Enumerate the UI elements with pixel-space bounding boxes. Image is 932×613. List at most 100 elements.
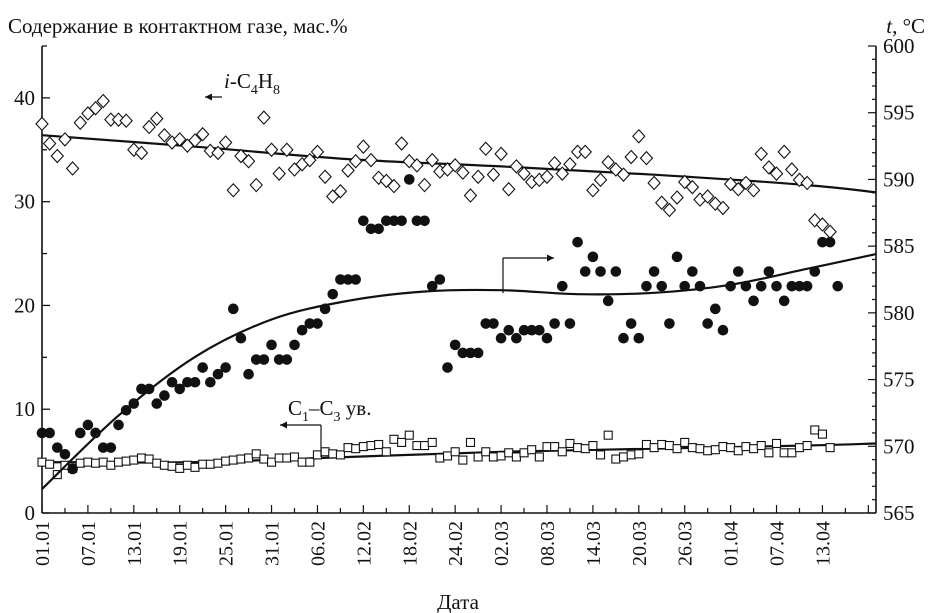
- data-point-square: [442, 451, 453, 461]
- data-point-circle: [503, 324, 515, 336]
- data-point-square: [787, 448, 797, 458]
- legend-label-c1c3: C1–C3 ув.: [288, 396, 371, 425]
- data-point-circle: [602, 295, 614, 307]
- data-point-square: [511, 452, 521, 462]
- data-point-circle: [579, 266, 591, 277]
- data-point-diamond: [509, 159, 524, 174]
- data-point-square: [45, 459, 55, 469]
- data-point-circle: [136, 383, 147, 395]
- data-point-square: [404, 430, 414, 440]
- data-point-square: [366, 440, 376, 451]
- data-point-diamond: [785, 162, 799, 177]
- data-point-square: [649, 443, 659, 453]
- data-point-diamond: [65, 161, 80, 176]
- data-point-square: [251, 449, 261, 459]
- data-point-circle: [159, 390, 170, 401]
- data-point-square: [626, 450, 636, 460]
- data-point-square: [573, 443, 583, 453]
- data-point-circle: [97, 442, 109, 453]
- data-point-circle: [419, 215, 430, 227]
- data-point-circle: [105, 442, 117, 453]
- data-point-circle: [610, 266, 622, 277]
- data-point-square: [205, 459, 215, 469]
- data-point-square: [550, 442, 560, 452]
- data-point-circle: [166, 376, 178, 388]
- data-point-diamond: [394, 136, 409, 151]
- data-point-diamond: [616, 167, 631, 182]
- data-point-square: [481, 447, 491, 457]
- data-point-diamond: [746, 182, 761, 198]
- data-point-square: [596, 450, 606, 460]
- data-point-diamond: [808, 213, 822, 228]
- data-point-square: [259, 454, 269, 464]
- data-point-square: [542, 442, 552, 452]
- data-point-square: [83, 457, 93, 467]
- data-point-diamond: [318, 169, 332, 185]
- data-point-circle: [656, 280, 668, 292]
- data-point-square: [136, 453, 147, 463]
- data-point-circle: [289, 339, 300, 351]
- y-left-tick-label: 20: [14, 293, 35, 317]
- data-point-circle: [205, 376, 216, 388]
- data-point-circle: [403, 174, 415, 185]
- data-point-circle: [327, 288, 339, 300]
- data-point-circle: [434, 274, 446, 285]
- data-point-square: [274, 453, 284, 463]
- data-point-square: [504, 448, 514, 458]
- data-point-circle: [243, 368, 254, 380]
- data-point-square: [389, 434, 399, 444]
- data-point-circle: [281, 354, 293, 365]
- data-point-diamond: [555, 166, 570, 181]
- data-point-diamond: [601, 154, 615, 170]
- data-point-square: [611, 454, 621, 464]
- data-point-circle: [717, 324, 729, 336]
- data-point-circle: [549, 318, 560, 329]
- data-point-square: [771, 438, 782, 449]
- data-point-diamond: [272, 166, 286, 181]
- data-point-diamond: [593, 172, 608, 188]
- data-point-diamond: [387, 178, 401, 194]
- data-point-circle: [710, 303, 721, 315]
- data-point-square: [221, 456, 231, 466]
- data-point-circle: [495, 332, 507, 344]
- data-point-diamond: [218, 135, 233, 150]
- data-point-square: [710, 445, 720, 455]
- data-point-diamond: [769, 166, 784, 181]
- data-point-diamond: [42, 136, 57, 151]
- data-point-square: [756, 440, 766, 451]
- data-point-square: [228, 455, 238, 465]
- data-point-square: [733, 446, 743, 456]
- data-point-diamond: [341, 163, 355, 178]
- data-point-diamond: [677, 174, 692, 190]
- data-point-square: [266, 457, 277, 467]
- data-point-circle: [572, 236, 583, 248]
- data-point-diamond: [624, 149, 638, 165]
- data-point-circle: [518, 324, 530, 336]
- data-point-circle: [90, 427, 101, 439]
- data-point-diamond: [739, 175, 753, 191]
- data-point-circle: [220, 362, 231, 373]
- data-point-circle: [465, 347, 476, 359]
- legend-ic4h8-i: i: [224, 69, 230, 93]
- data-point-square: [825, 443, 835, 453]
- data-point-circle: [113, 419, 124, 431]
- y-right-tick-label: 565: [883, 501, 915, 525]
- data-point-square: [190, 462, 200, 472]
- data-point-diamond: [540, 169, 554, 185]
- x-ticks: 01.01 07.01 13.01 19.01 25.01 31.01 06.02 12.02…: [32, 505, 869, 566]
- data-point-square: [557, 447, 567, 457]
- data-point-circle: [534, 324, 545, 336]
- data-point-circle: [396, 215, 407, 227]
- data-point-circle: [197, 362, 208, 373]
- x-tick-label: 12.02: [353, 521, 375, 566]
- data-point-square: [37, 457, 47, 467]
- x-tick-label: 14.03: [583, 521, 605, 566]
- data-point-diamond: [150, 111, 164, 126]
- data-point-square: [810, 425, 820, 435]
- data-point-diamond: [815, 217, 830, 232]
- data-point-square: [672, 444, 682, 454]
- data-point-circle: [480, 318, 492, 329]
- data-point-square: [91, 458, 101, 468]
- data-point-square: [458, 455, 468, 465]
- legend-ic4h8-sub1: 4: [251, 83, 258, 98]
